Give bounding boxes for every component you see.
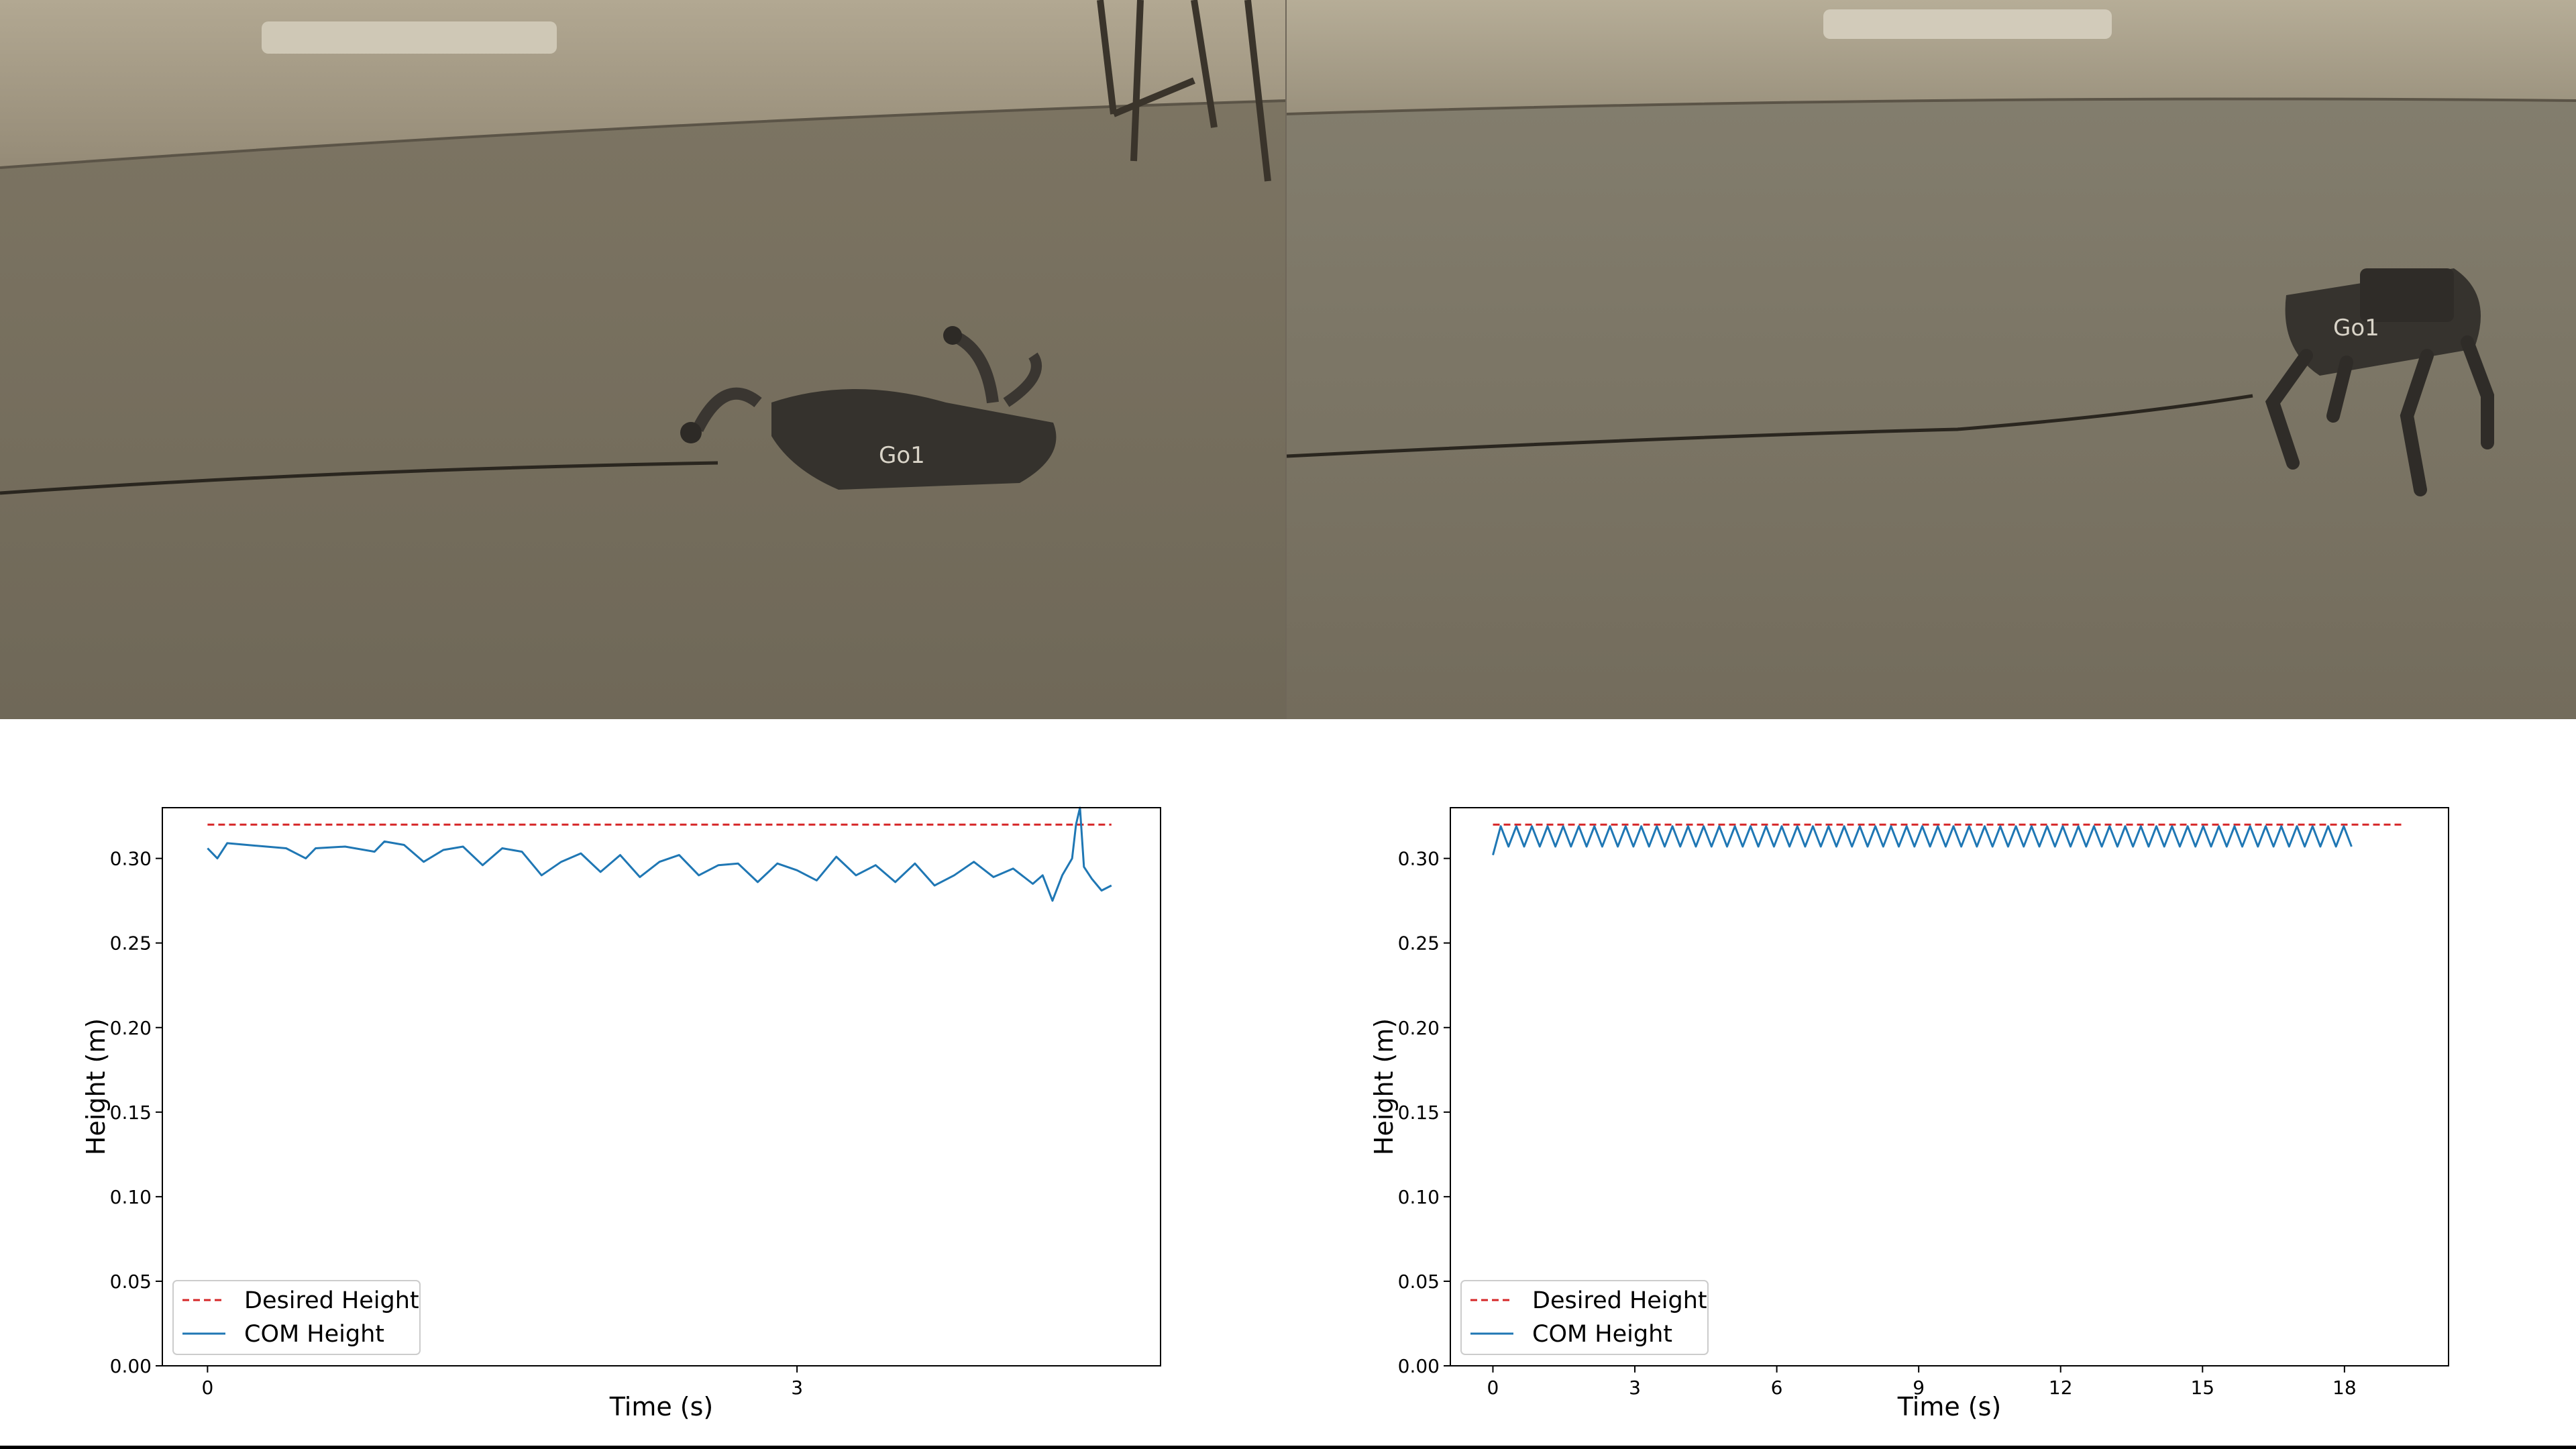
right-xtick-label: 6 — [1771, 1377, 1783, 1399]
right-xtick-label: 0 — [1487, 1377, 1499, 1399]
go1-robot-fallen-icon: Go1 — [680, 326, 1057, 490]
left-ytick-label: 0.10 — [110, 1186, 152, 1208]
right-yticks: 0.00 0.05 0.10 0.15 0.20 0.25 0.30 — [1398, 848, 1450, 1377]
left-ytick-label: 0.05 — [110, 1271, 152, 1293]
go1-robot-standing-icon: Go1 — [2265, 268, 2494, 496]
left-y-axis-label: Height (m) — [81, 1018, 111, 1155]
left-legend: Desired Height COM Height — [172, 1280, 421, 1355]
right-ytick-label: 0.25 — [1398, 932, 1440, 955]
right-legend: Desired Height COM Height — [1460, 1280, 1709, 1355]
left-ytick-label: 0.00 — [110, 1355, 152, 1377]
right-y-axis-label: Height (m) — [1369, 1018, 1399, 1155]
right-xtick-label: 3 — [1629, 1377, 1641, 1399]
left-ytick-label: 0.25 — [110, 932, 152, 955]
right-ytick-label: 0.00 — [1398, 1355, 1440, 1377]
right-ytick-label: 0.20 — [1398, 1017, 1440, 1039]
right-xtick-label: 9 — [1913, 1377, 1925, 1399]
right-ytick-label: 0.15 — [1398, 1102, 1440, 1124]
right-ytick-label: 0.30 — [1398, 848, 1440, 870]
right-ytick-label: 0.05 — [1398, 1271, 1440, 1293]
right-ytick-label: 0.10 — [1398, 1186, 1440, 1208]
left-ytick-label: 0.30 — [110, 848, 152, 870]
left-series — [207, 806, 1112, 902]
left-legend-com-label: COM Height — [244, 1321, 384, 1348]
bottom-rule — [0, 1446, 2576, 1449]
right-x-axis-label: Time (s) — [1897, 1392, 2002, 1421]
left-ytick-label: 0.15 — [110, 1102, 152, 1124]
right-series — [1492, 823, 2402, 855]
right-plot-frame — [1450, 807, 2449, 1366]
right-xtick-label: 12 — [2049, 1377, 2073, 1399]
left-plot-frame — [162, 807, 1161, 1366]
right-xticks: 0 3 6 9 12 15 18 — [1487, 1366, 2357, 1399]
right-xtick-label: 15 — [2190, 1377, 2214, 1399]
left-xtick-label: 0 — [201, 1377, 213, 1399]
right-chart: 0.00 0.05 0.10 0.15 0.20 0.25 0.30 0 3 6 9 12 15 18 … — [1288, 719, 2576, 1449]
left-xtick-label: 3 — [791, 1377, 803, 1399]
left-com-height-line — [207, 806, 1112, 902]
right-xtick-label: 18 — [2332, 1377, 2357, 1399]
right-legend-box — [1460, 1280, 1709, 1355]
left-yticks: 0.00 0.05 0.10 0.15 0.20 0.25 0.30 — [110, 848, 162, 1377]
standing-robot-photo: Go1 — [1287, 0, 2576, 719]
svg-text:Go1: Go1 — [2333, 315, 2379, 341]
left-x-axis-label: Time (s) — [609, 1392, 714, 1421]
left-legend-desired-label: Desired Height — [244, 1287, 419, 1314]
right-com-height-line — [1492, 825, 2353, 855]
svg-text:Go1: Go1 — [879, 442, 925, 469]
fallen-robot-photo: Go1 — [0, 0, 1287, 719]
left-ytick-label: 0.20 — [110, 1017, 152, 1039]
right-legend-desired-label: Desired Height — [1532, 1287, 1707, 1314]
right-legend-com-label: COM Height — [1532, 1321, 1672, 1348]
left-legend-box — [172, 1280, 421, 1355]
